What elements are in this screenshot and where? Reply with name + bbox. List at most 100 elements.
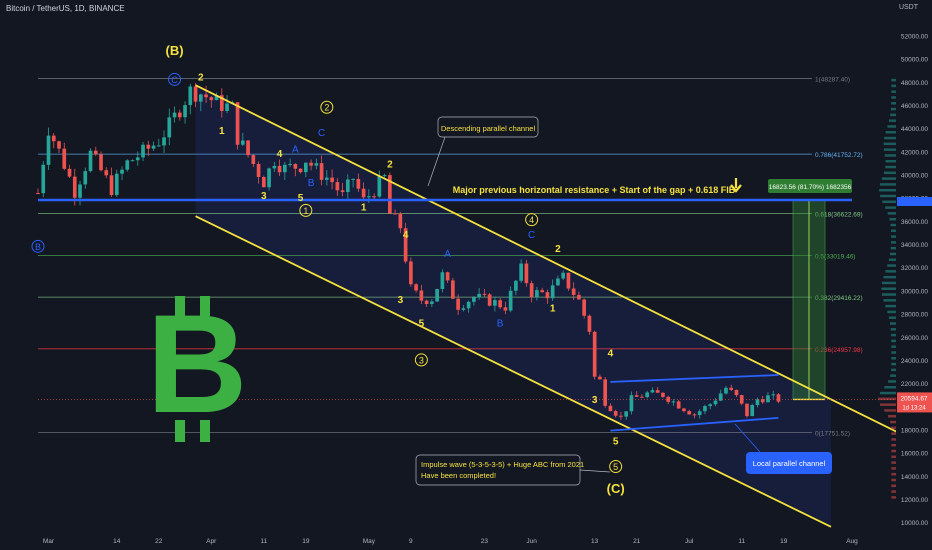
candle-body[interactable] [414, 284, 418, 291]
candle-body[interactable] [293, 163, 298, 169]
candle-body[interactable] [624, 411, 629, 417]
candle-body[interactable] [561, 272, 565, 279]
candle-body[interactable] [309, 162, 313, 166]
candle-body[interactable] [634, 395, 639, 397]
candle-body[interactable] [435, 288, 439, 302]
candle-body[interactable] [708, 404, 713, 407]
candle-body[interactable] [340, 190, 345, 193]
candle-body[interactable] [388, 175, 392, 214]
candle-body[interactable] [99, 154, 103, 171]
candle-body[interactable] [261, 177, 266, 188]
candle-body[interactable] [209, 97, 214, 101]
candle-body[interactable] [739, 395, 744, 404]
candle-body[interactable] [687, 411, 692, 415]
candle-body[interactable] [650, 390, 655, 393]
candle-body[interactable] [288, 163, 292, 165]
candle-body[interactable] [225, 103, 229, 111]
candle-body[interactable] [330, 177, 334, 183]
candle-body[interactable] [592, 331, 597, 377]
candle-body[interactable] [114, 173, 119, 196]
candle-body[interactable] [461, 308, 466, 310]
candle-body[interactable] [661, 392, 665, 397]
candle-body[interactable] [351, 178, 355, 180]
candle-body[interactable] [46, 135, 51, 165]
candle-body[interactable] [487, 294, 492, 306]
candle-body[interactable] [120, 169, 124, 174]
candle-body[interactable] [198, 94, 203, 102]
candle-body[interactable] [104, 170, 109, 176]
candle-body[interactable] [235, 102, 240, 145]
candle-body[interactable] [498, 300, 502, 308]
candle-body[interactable] [582, 299, 587, 316]
candle-body[interactable] [130, 160, 135, 162]
candle-body[interactable] [477, 293, 481, 298]
candle-body[interactable] [319, 163, 324, 180]
candle-body[interactable] [219, 95, 224, 111]
candle-body[interactable] [36, 193, 40, 195]
candle-body[interactable] [598, 376, 602, 380]
candle-body[interactable] [451, 280, 455, 299]
candle-body[interactable] [718, 393, 723, 401]
candle-body[interactable] [298, 168, 303, 173]
candle-body[interactable] [682, 408, 686, 412]
candle-body[interactable] [382, 175, 387, 177]
candle-body[interactable] [78, 184, 82, 198]
candle-body[interactable] [277, 165, 282, 173]
candle-body[interactable] [177, 112, 182, 118]
channel-lower-line[interactable] [195, 215, 832, 528]
local-channel-lower[interactable] [610, 416, 779, 432]
candle-body[interactable] [93, 150, 98, 155]
candle-body[interactable] [282, 164, 287, 173]
candle-body[interactable] [430, 301, 434, 305]
candle-body[interactable] [771, 394, 776, 396]
candle-body[interactable] [398, 213, 403, 229]
price-axis[interactable] [896, 0, 932, 550]
candle-body[interactable] [125, 160, 130, 170]
candle-body[interactable] [655, 390, 660, 393]
candle-body[interactable] [183, 105, 187, 118]
candle-body[interactable] [156, 145, 161, 147]
candle-body[interactable] [713, 400, 718, 405]
candle-body[interactable] [697, 411, 702, 416]
candle-body[interactable] [214, 95, 219, 101]
candle-body[interactable] [146, 144, 151, 149]
candle-body[interactable] [57, 141, 61, 149]
candle-body[interactable] [162, 137, 166, 146]
candle-body[interactable] [645, 392, 650, 398]
candle-body[interactable] [204, 94, 208, 98]
candle-body[interactable] [403, 228, 408, 262]
candle-body[interactable] [267, 168, 271, 188]
candle-body[interactable] [67, 168, 72, 177]
candle-body[interactable] [440, 272, 445, 289]
candle-body[interactable] [272, 165, 277, 169]
candle-body[interactable] [372, 196, 376, 198]
candle-body[interactable] [640, 396, 644, 398]
candle-body[interactable] [172, 112, 177, 118]
local-channel-upper[interactable] [610, 374, 779, 383]
candle-body[interactable] [472, 297, 476, 302]
candle-body[interactable] [508, 290, 513, 311]
candle-body[interactable] [571, 288, 576, 295]
candle-body[interactable] [619, 415, 623, 417]
candle-body[interactable] [88, 150, 93, 172]
candle-body[interactable] [246, 140, 250, 156]
candle-body[interactable] [393, 213, 397, 215]
candle-body[interactable] [745, 403, 749, 417]
candle-body[interactable] [750, 405, 755, 417]
candle-body[interactable] [456, 298, 460, 310]
candle-body[interactable] [535, 290, 539, 298]
candle-body[interactable] [545, 292, 550, 299]
candle-body[interactable] [303, 162, 308, 173]
candle-body[interactable] [240, 140, 245, 145]
candle-body[interactable] [419, 290, 424, 301]
channel-upper-line[interactable] [195, 84, 932, 456]
candle-body[interactable] [482, 293, 487, 295]
candle-body[interactable] [135, 157, 140, 161]
candle-body[interactable] [519, 263, 523, 281]
candle-body[interactable] [51, 135, 56, 142]
candle-body[interactable] [529, 283, 534, 298]
candle-body[interactable] [367, 196, 371, 198]
candle-body[interactable] [577, 294, 581, 300]
candle-body[interactable] [556, 278, 560, 286]
candle-body[interactable] [251, 155, 256, 165]
